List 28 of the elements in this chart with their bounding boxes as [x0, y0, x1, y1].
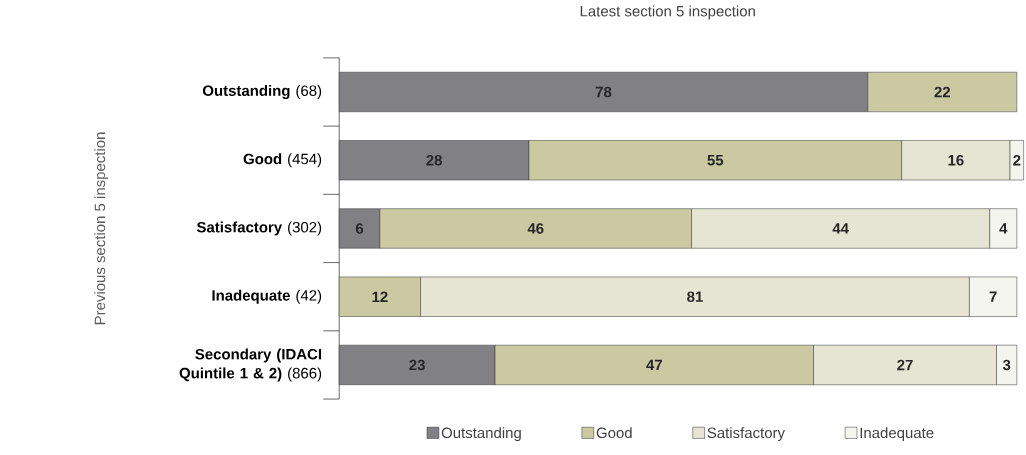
data-label: 78 — [595, 86, 612, 98]
x-axis-title: Latest section 5 inspection — [580, 5, 755, 20]
data-label: 6 — [355, 223, 364, 234]
data-label: 4 — [999, 223, 1008, 234]
legend-label: Outstanding — [441, 427, 521, 442]
legend-label: Satisfactory — [707, 427, 785, 442]
y-tick-label: Secondary (IDACI Quintile 1 & 2) (866) — [179, 348, 322, 382]
y-tick-label: Inadequate (42) — [212, 289, 322, 304]
data-label: 28 — [426, 154, 442, 166]
data-label: 46 — [527, 223, 544, 234]
data-label: 55 — [707, 155, 724, 166]
data-label: 2 — [1013, 155, 1021, 166]
data-label: 3 — [1002, 359, 1011, 371]
data-label: 12 — [372, 291, 388, 302]
y-tick-label: Outstanding (68) — [202, 85, 322, 100]
data-label: 22 — [934, 86, 951, 98]
y-tick-label: Good (454) — [243, 153, 322, 168]
data-label: 27 — [897, 359, 913, 371]
data-label: 81 — [687, 291, 703, 303]
legend-label: Good — [596, 427, 632, 439]
legend-label: Inadequate — [860, 427, 934, 442]
data-label: 47 — [646, 359, 662, 371]
data-label: 16 — [948, 154, 964, 166]
data-label: 44 — [832, 223, 849, 234]
y-axis-title: Previous section 5 inspection — [94, 132, 109, 325]
data-label: 7 — [989, 291, 997, 302]
y-tick-label: Satisfactory (302) — [196, 221, 322, 236]
data-label: 23 — [409, 359, 425, 371]
